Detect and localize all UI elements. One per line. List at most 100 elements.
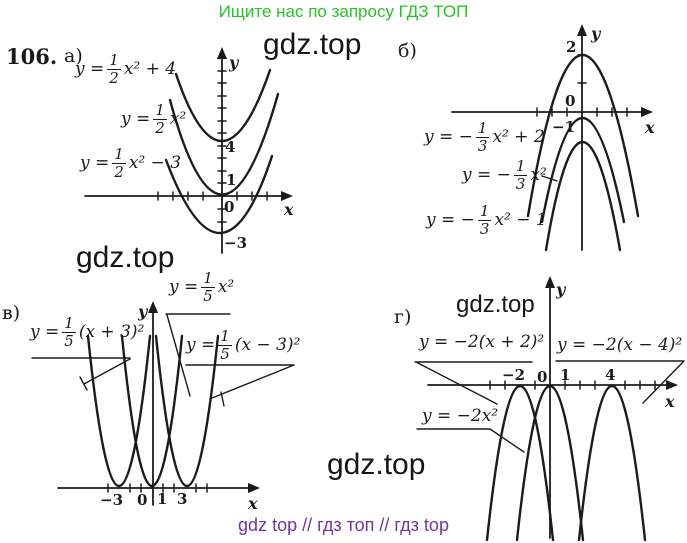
equation-b-2-post: x²: [530, 165, 547, 186]
equation-b-3-denominator: 3: [479, 219, 490, 238]
callout-g-right: [555, 360, 685, 404]
parabola-a-middle: [168, 92, 280, 196]
equation-b-2: y = −1 3 x²: [462, 158, 547, 193]
equation-b-2-denominator: 3: [515, 174, 526, 193]
equation-b-3-post: x² − 1: [494, 210, 547, 231]
header-text: Ищите нас по запросу ГДЗ ТОП: [218, 2, 469, 21]
tick-label-b-2: 2: [566, 38, 577, 56]
parabola-g-right: [577, 385, 647, 542]
equation-b-1-denominator: 3: [477, 136, 488, 155]
equation-b-3-numerator: 1: [477, 202, 492, 221]
axis-label-v-x: x: [248, 494, 258, 513]
equation-a-1: y = 1 2 x² + 4: [75, 52, 176, 87]
equation-a-2-denominator: 2: [155, 118, 165, 137]
equation-a-1-pre: y =: [75, 59, 105, 80]
axis-label-v-y: y: [138, 302, 148, 321]
parabola-b-top: [526, 53, 640, 218]
equation-g-3-text: y = −2x²: [422, 406, 499, 426]
tick-label-a-4: 4: [225, 138, 236, 156]
equation-v-1: y = 1 5 x²: [169, 270, 234, 305]
axis-label-a-x: x: [284, 200, 294, 219]
parabola-v-left: [86, 334, 152, 487]
callout-b-middle-pointer: [541, 175, 558, 182]
y-ticks-a: [217, 57, 227, 223]
parabola-v-middle: [120, 334, 184, 487]
equation-a-1-denominator: 2: [109, 68, 119, 87]
parabola-a-top: [174, 68, 272, 143]
equation-g-2: y = −2(x − 4)²: [557, 335, 682, 355]
footer-text: gdz top // гдз топ // гдз top: [238, 515, 449, 535]
tick-label-g-0: 0: [537, 368, 548, 386]
part-label-b: б): [398, 40, 417, 62]
equation-a-2: y = 1 2 x²: [121, 102, 186, 137]
tick-label-v-1: 1: [157, 490, 168, 508]
equation-v-1-pre: y =: [169, 277, 199, 298]
tick-label-v-3: 3: [177, 490, 188, 508]
equation-a-2-post: x²: [169, 109, 187, 130]
axis-label-a-y: y: [229, 53, 239, 72]
equation-v-1-post: x²: [217, 277, 235, 298]
equation-v-2-post: (x + 3)²: [78, 322, 145, 343]
parabola-g-middle: [515, 385, 585, 542]
part-label-g: г): [394, 306, 412, 328]
y-axis-arrow-g: [545, 276, 555, 288]
equation-v-3-denominator: 5: [220, 344, 230, 363]
equation-a-2-numerator: 1: [153, 101, 167, 120]
axis-label-g-y: y: [556, 280, 566, 299]
equation-b-1: y = −1 3 x² + 2: [424, 120, 545, 155]
callout-v-top: [165, 313, 231, 397]
equation-g-1-text: y = −2(x + 2)²: [419, 332, 545, 352]
x-ticks-v: [107, 483, 208, 493]
part-label-v: в): [2, 302, 21, 324]
x-axis-arrow-v: [248, 483, 260, 493]
equation-b-3: y = −1 3 x² − 1: [426, 203, 547, 238]
watermark-panel-g: gdz.top: [456, 291, 535, 318]
callout-v-left: [31, 357, 131, 391]
equation-a-3-pre: y =: [80, 153, 110, 174]
equation-a-3-numerator: 1: [112, 145, 126, 164]
tick-label-a-0: 0: [224, 198, 235, 216]
tick-label-b-0: 0: [565, 92, 576, 110]
equation-v-2-denominator: 5: [64, 331, 74, 350]
problem-number: 106.: [6, 44, 58, 69]
equation-b-2-pre: y = −: [462, 165, 511, 186]
equation-a-1-numerator: 1: [107, 51, 121, 70]
equation-a-3-post: x² − 3: [128, 153, 182, 174]
equation-b-1-numerator: 1: [475, 119, 490, 138]
parabola-b-bottom: [544, 140, 622, 252]
axis-label-g-x: x: [665, 392, 675, 411]
tick-label-v-minus3: −3: [100, 491, 124, 509]
equation-b-1-post: x² + 2: [492, 127, 545, 148]
tick-label-a-1: 1: [226, 171, 237, 189]
tick-label-v-0: 0: [137, 491, 148, 509]
axis-label-b-x: x: [645, 118, 655, 137]
equation-a-3-denominator: 2: [114, 162, 124, 181]
equation-v-1-numerator: 1: [201, 269, 215, 288]
equation-g-3: y = −2x²: [422, 406, 498, 426]
watermark-top: gdz.top: [263, 28, 362, 61]
x-axis-arrow-b: [641, 107, 653, 117]
equation-a-3: y = 1 2 x² − 3: [80, 146, 181, 181]
equation-v-3-post: (x − 3)²: [234, 335, 301, 356]
parabola-g-left: [485, 385, 555, 542]
y-axis-arrow-b: [577, 24, 587, 36]
x-ticks-g: [489, 380, 656, 390]
equation-b-2-numerator: 1: [513, 157, 528, 176]
equation-v-3-numerator: 1: [218, 327, 232, 346]
equation-v-3: y = 1 5 (x − 3)²: [186, 328, 300, 363]
equation-b-3-pre: y = −: [426, 210, 475, 231]
equation-v-2-pre: y =: [30, 322, 60, 343]
part-label-a: а): [64, 45, 83, 67]
parabola-v-right: [154, 334, 220, 487]
equation-a-2-pre: y =: [121, 109, 151, 130]
